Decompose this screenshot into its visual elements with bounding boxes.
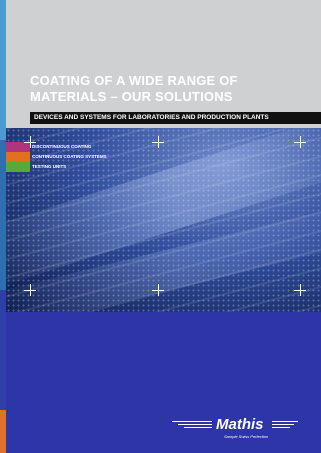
legend-item: DISCONTINUOUS COATING (6, 142, 107, 152)
legend-label: CONTINUOUS COATING SYSTEMS (32, 154, 107, 159)
strip-segment-light-blue (0, 0, 6, 140)
legend-label: TESTING UNITS (32, 164, 67, 169)
plus-mark-icon (152, 136, 164, 148)
strip-segment-orange (0, 410, 6, 453)
perforation-texture (6, 128, 321, 312)
plus-mark-icon (294, 136, 306, 148)
plus-mark-icon (294, 284, 306, 296)
logo-speed-lines-left (172, 421, 212, 431)
cover-title-line-2: MATERIALS – OUR SOLUTIONS (30, 89, 233, 104)
strip-segment-dark-blue (0, 290, 6, 410)
category-legend: DISCONTINUOUS COATING CONTINUOUS COATING… (6, 142, 107, 172)
plus-mark-icon (24, 284, 36, 296)
cover-title-line-1: COATING OF A WIDE RANGE OF (30, 73, 238, 88)
left-color-strip (0, 0, 6, 453)
legend-item: CONTINUOUS COATING SYSTEMS (6, 152, 107, 162)
header-panel (6, 0, 321, 128)
legend-swatch-magenta (6, 142, 30, 152)
legend-item: TESTING UNITS (6, 162, 107, 172)
logo-tagline: Sample Swiss Perfection (224, 434, 269, 439)
logo-speed-lines-right (272, 421, 298, 431)
logo-wordmark: Mathis (216, 416, 264, 433)
mathis-logo: Mathis Sample Swiss Perfection (172, 416, 302, 442)
legend-swatch-orange (6, 152, 30, 162)
cover-subtitle-bar: DEVICES AND SYSTEMS FOR LABORATORIES AND… (30, 112, 321, 124)
legend-swatch-green (6, 162, 30, 172)
coated-metal-photo (6, 128, 321, 312)
footer-panel (6, 312, 321, 453)
cover-title: COATING OF A WIDE RANGE OF MATERIALS – O… (30, 73, 238, 105)
legend-label: DISCONTINUOUS COATING (32, 144, 92, 149)
strip-segment-blue (0, 140, 6, 290)
plus-mark-icon (24, 136, 36, 148)
plus-mark-icon (152, 284, 164, 296)
